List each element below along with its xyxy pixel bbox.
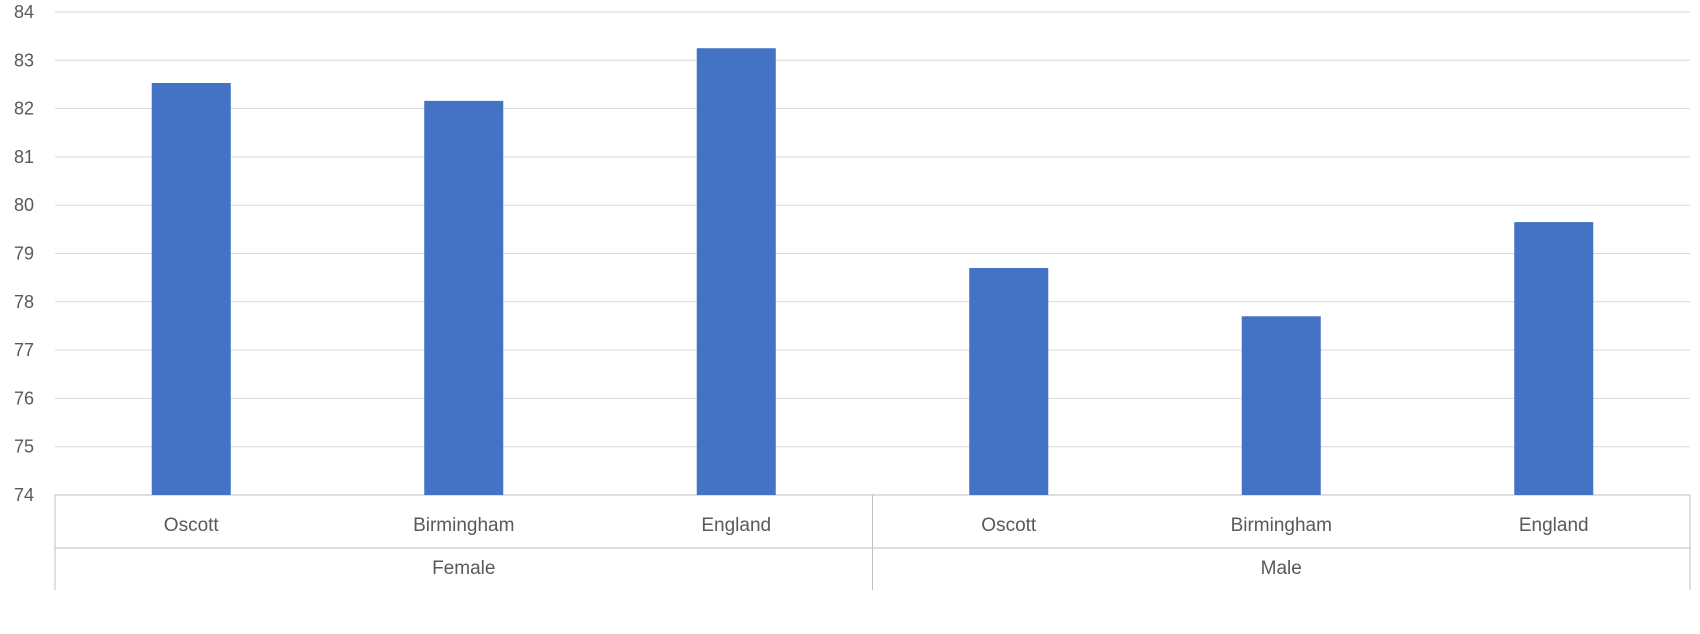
x-category-label: Birmingham: [1231, 515, 1332, 536]
y-tick-label: 77: [14, 340, 34, 360]
y-tick-label: 78: [14, 292, 34, 312]
x-category-label: Oscott: [981, 515, 1037, 536]
gridlines: [55, 11, 1690, 496]
y-tick-label: 82: [14, 99, 34, 119]
y-tick-label: 84: [14, 2, 34, 22]
x-category-label: Birmingham: [413, 515, 514, 536]
y-axis: 74 75 76 77 78 79 80 81 82 83 84: [14, 2, 34, 505]
bars: [151, 48, 1594, 496]
y-tick-label: 75: [14, 437, 34, 457]
y-tick-label: 76: [14, 388, 34, 408]
y-tick-label: 79: [14, 244, 34, 264]
x-category-label: Oscott: [164, 515, 220, 536]
bar: [1514, 222, 1594, 496]
bar: [151, 83, 231, 495]
bar: [1241, 316, 1321, 495]
bar: [424, 100, 504, 495]
x-group-label: Female: [432, 558, 495, 579]
bar: [696, 48, 776, 495]
y-tick-label: 81: [14, 147, 34, 167]
bar: [969, 267, 1049, 495]
x-category-label: England: [701, 515, 771, 536]
x-axis: Oscott Birmingham England Oscott Birmingham E…: [54, 495, 1691, 590]
x-category-label: England: [1519, 515, 1589, 536]
y-tick-label: 74: [14, 485, 34, 505]
x-group-label: Male: [1261, 558, 1302, 579]
y-tick-label: 83: [14, 50, 34, 70]
y-tick-label: 80: [14, 195, 34, 215]
